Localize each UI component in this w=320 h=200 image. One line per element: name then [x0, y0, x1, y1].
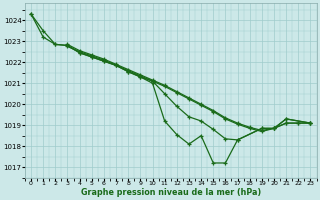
X-axis label: Graphe pression niveau de la mer (hPa): Graphe pression niveau de la mer (hPa): [81, 188, 261, 197]
